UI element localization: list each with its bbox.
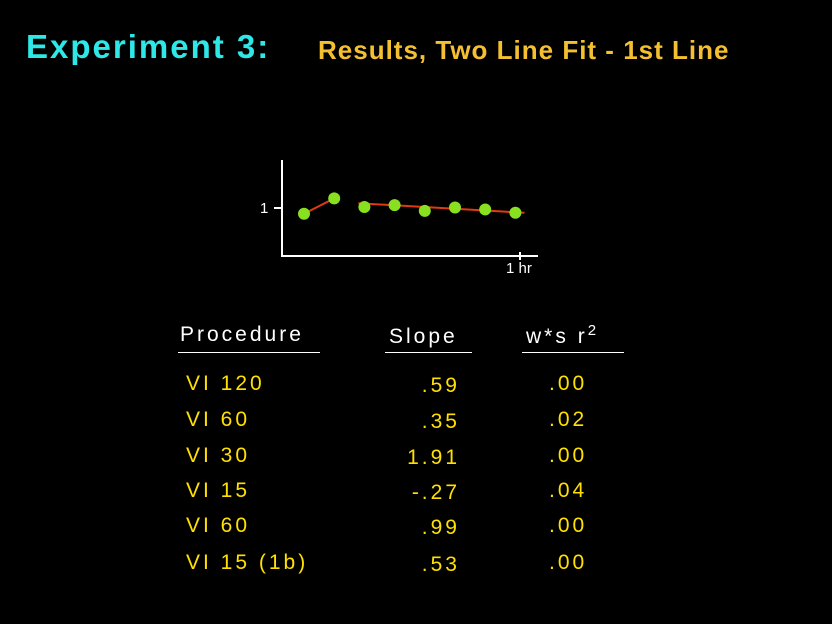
row-procedure: VI 60 (186, 514, 251, 537)
header-procedure: Procedure (180, 323, 304, 346)
data-point-seg2-2 (388, 199, 401, 212)
y-tick-label: 1 (260, 200, 268, 217)
row-ws-r2: .02 (549, 408, 588, 431)
slide-title: Experiment 3: (26, 28, 271, 65)
fit-line-segment-2 (358, 202, 525, 214)
slide-subtitle: Results, Two Line Fit - 1st Line (318, 35, 730, 65)
data-point-seg2-3 (418, 204, 431, 217)
header-slope-underline (385, 352, 472, 353)
row-ws-r2: .00 (549, 514, 588, 537)
chart-marks (298, 192, 525, 220)
data-point-seg1-2 (328, 192, 341, 205)
x-tick-label: 1 hr (506, 260, 532, 277)
data-point-seg2-1 (358, 201, 371, 214)
row-slope: .99 (421, 516, 460, 539)
row-procedure: VI 120 (186, 372, 265, 395)
row-procedure: VI 15 (186, 479, 251, 502)
header-ws-r2: w*s r2 (526, 322, 599, 349)
data-point-seg2-5 (479, 203, 492, 216)
row-slope: 1.91 (407, 446, 460, 469)
header-slope: Slope (389, 325, 458, 348)
row-procedure: VI 30 (186, 444, 251, 467)
data-point-seg2-4 (449, 201, 461, 214)
row-slope: .53 (421, 553, 460, 576)
header-procedure-underline (178, 352, 320, 353)
row-procedure: VI 15 (1b) (186, 551, 309, 574)
row-ws-r2: .00 (549, 372, 588, 395)
row-slope: .59 (421, 374, 460, 397)
row-slope: -.27 (411, 481, 460, 504)
data-point-seg2-6 (509, 206, 522, 219)
header-r-superscript: 2 (587, 322, 600, 339)
header-ws-r2-underline (522, 352, 624, 353)
row-slope: .35 (421, 410, 460, 433)
data-point-seg1-1 (298, 207, 310, 220)
header-ws: w*s (526, 325, 569, 348)
header-r: r (577, 325, 588, 348)
row-ws-r2: .04 (549, 479, 588, 502)
row-ws-r2: .00 (549, 444, 588, 467)
row-ws-r2: .00 (549, 551, 588, 574)
row-procedure: VI 60 (186, 408, 251, 431)
